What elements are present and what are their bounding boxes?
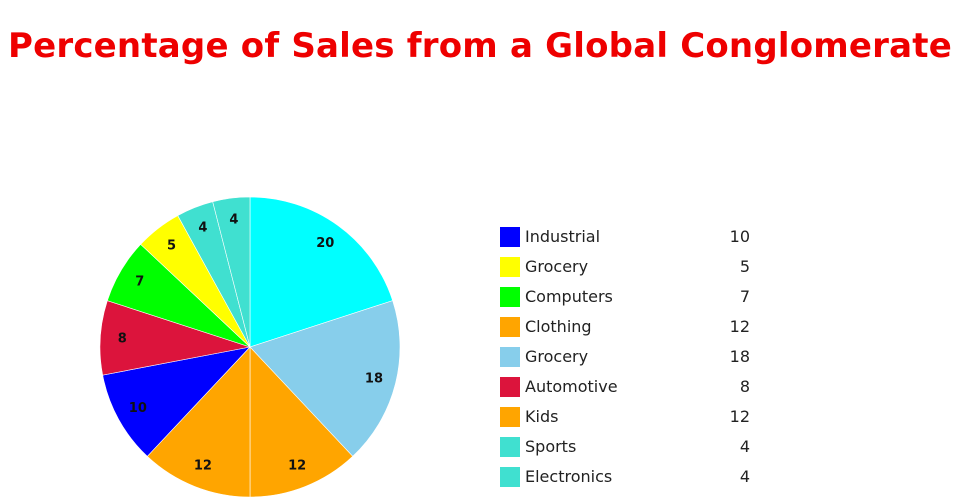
legend-value: 12 bbox=[729, 407, 750, 426]
legend-label: Electronics bbox=[525, 467, 613, 486]
legend-swatch bbox=[500, 407, 520, 427]
pie-slice-grocery bbox=[249, 300, 401, 457]
slice-value-label: 7 bbox=[135, 274, 144, 289]
legend-label: Sports bbox=[525, 437, 577, 456]
slice-value-label: 12 bbox=[288, 459, 306, 474]
pie-slice-electronics bbox=[212, 196, 251, 348]
legend-label: Clothing bbox=[525, 317, 592, 336]
legend-item: Grocery 18 bbox=[500, 346, 760, 376]
pie-slice-industrial bbox=[102, 346, 251, 457]
legend-item: Kids 12 bbox=[500, 406, 760, 436]
legend-swatch bbox=[500, 437, 520, 457]
legend: Industrial 10 Grocery 5 Computers 7 Clothing 12… bbox=[500, 226, 760, 496]
legend-item: Automotive 8 bbox=[500, 376, 760, 406]
legend-swatch bbox=[500, 377, 520, 397]
legend-label: Computers bbox=[525, 287, 613, 306]
legend-value: 4 bbox=[739, 437, 750, 456]
legend-item: Industrial 10 bbox=[500, 226, 760, 256]
legend-label: Industrial bbox=[525, 227, 601, 246]
slice-value-label: 8 bbox=[118, 331, 127, 346]
legend-item: Grocery 5 bbox=[500, 256, 760, 286]
legend-swatch bbox=[500, 257, 520, 277]
legend-item: Sports 4 bbox=[500, 436, 760, 466]
legend-value: 12 bbox=[729, 317, 750, 336]
legend-value: 7 bbox=[739, 287, 750, 306]
slice-value-label: 18 bbox=[365, 371, 383, 386]
slice-value-label: 10 bbox=[129, 401, 147, 416]
pie-slice-clothing bbox=[146, 346, 251, 498]
chart-title: Percentage of Sales from a Global Conglo… bbox=[7, 26, 953, 66]
legend-value: 10 bbox=[729, 227, 750, 246]
pie-slice-kids bbox=[249, 346, 354, 498]
slice-value-label: 12 bbox=[194, 459, 212, 474]
legend-item: Computers 7 bbox=[500, 286, 760, 316]
slice-value-label: 5 bbox=[167, 238, 176, 253]
legend-swatch bbox=[500, 227, 520, 247]
legend-label: Grocery bbox=[525, 347, 589, 366]
legend-value: 5 bbox=[739, 257, 750, 276]
legend-label: Automotive bbox=[525, 377, 618, 396]
legend-swatch bbox=[500, 317, 520, 337]
legend-value: 8 bbox=[739, 377, 750, 396]
legend-label: Grocery bbox=[525, 257, 589, 276]
legend-swatch bbox=[500, 347, 520, 367]
legend-swatch bbox=[500, 467, 520, 487]
slice-value-label: 4 bbox=[229, 213, 238, 228]
pie-slice-sports bbox=[249, 196, 394, 348]
slice-value-label: 4 bbox=[198, 220, 207, 235]
slice-value-label: 20 bbox=[316, 236, 334, 251]
legend-value: 18 bbox=[729, 347, 750, 366]
legend-item: Electronics 4 bbox=[500, 466, 760, 496]
legend-swatch bbox=[500, 287, 520, 307]
legend-value: 4 bbox=[739, 467, 750, 486]
legend-label: Kids bbox=[525, 407, 559, 426]
legend-item: Clothing 12 bbox=[500, 316, 760, 346]
